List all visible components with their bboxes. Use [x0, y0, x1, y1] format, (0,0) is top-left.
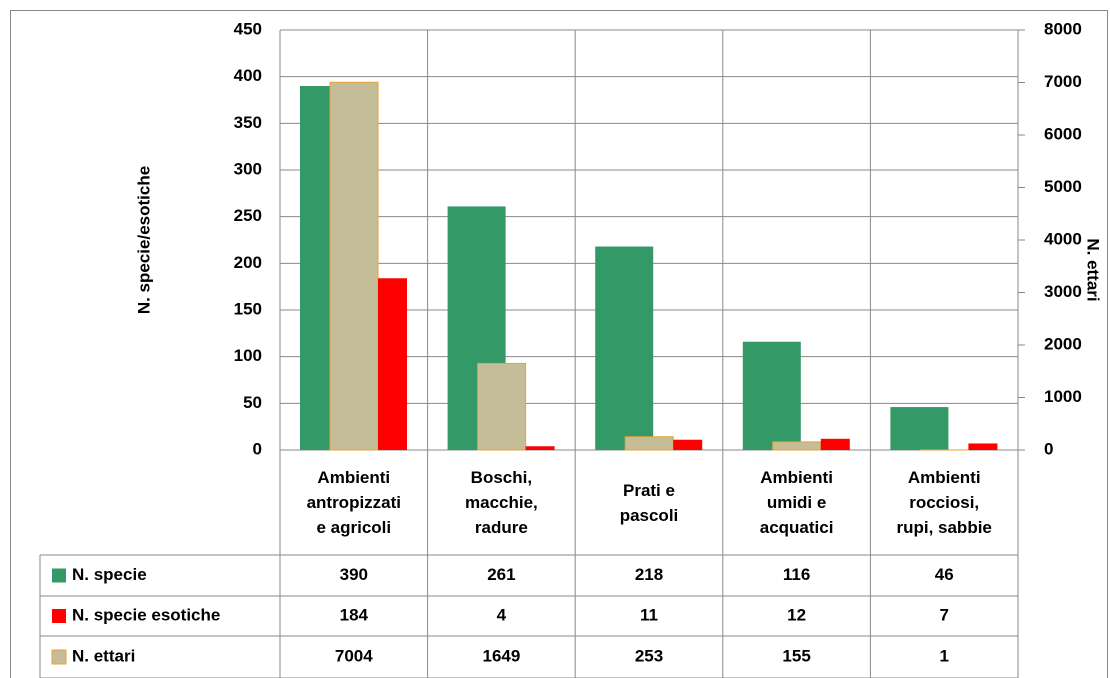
y2-tick-label: 2000 [1044, 334, 1082, 353]
table-value: 7 [939, 605, 948, 624]
y2-tick-label: 1000 [1044, 387, 1082, 406]
table-value: 116 [783, 565, 810, 584]
bar [673, 439, 703, 450]
y2-tick-label: 3000 [1044, 282, 1082, 301]
y-tick-label: 50 [243, 393, 262, 412]
table-value: 12 [787, 605, 806, 624]
bar [595, 246, 654, 450]
legend-swatch [52, 609, 66, 623]
y-tick-label: 0 [253, 439, 262, 458]
x-tick-label: Prati e pascoli [619, 480, 679, 525]
y2-tick-label: 6000 [1044, 124, 1082, 143]
legend-swatch [52, 568, 66, 583]
bar [525, 446, 555, 450]
y-tick-label: 350 [234, 113, 262, 132]
x-tick-label: Ambienti rocciosi, rupi, sabbie [896, 468, 992, 537]
y2-tick-label: 8000 [1044, 19, 1082, 38]
y2-tick-label: 5000 [1044, 177, 1082, 196]
bar [477, 362, 527, 451]
y-tick-label: 250 [234, 206, 262, 225]
y2-tick-label: 0 [1044, 439, 1053, 458]
bar [968, 443, 998, 450]
table-value: 155 [782, 646, 810, 665]
y-tick-label: 100 [234, 346, 262, 365]
legend-label: N. specie [72, 565, 147, 584]
bar [378, 278, 407, 450]
y2-tick-label: 7000 [1044, 72, 1082, 91]
y-tick-label: 200 [234, 253, 262, 272]
y2-tick-label: 4000 [1044, 229, 1082, 248]
x-tick-label: Ambienti umidi e acquatici [759, 468, 834, 537]
table-value: 253 [635, 646, 663, 665]
table-value: 218 [635, 565, 663, 584]
table-value: 1 [939, 646, 948, 665]
y-tick-label: 400 [234, 66, 262, 85]
bar [329, 81, 379, 451]
table-value: 4 [497, 605, 507, 624]
table-value: 261 [487, 565, 515, 584]
legend-label: N. ettari [72, 646, 135, 665]
bar [742, 341, 801, 450]
x-tick-label: Boschi, macchie, radure [465, 468, 538, 537]
bar [624, 436, 674, 451]
y2-axis-label: N. ettari [1084, 238, 1103, 301]
table-value: 390 [340, 565, 368, 584]
y-tick-label: 300 [234, 159, 262, 178]
y-tick-label: 150 [234, 299, 262, 318]
table-value: 11 [640, 605, 658, 624]
y-axis-label: N. specie/esotiche [134, 166, 153, 314]
table-value: 7004 [335, 646, 373, 665]
y-tick-label: 450 [234, 19, 262, 38]
table-value: 1649 [482, 646, 520, 665]
bar [890, 407, 949, 450]
table-value: 184 [340, 605, 369, 624]
bar [772, 441, 822, 451]
bar [820, 438, 850, 450]
legend-label: N. specie esotiche [72, 605, 220, 624]
table-value: 46 [935, 565, 954, 584]
x-tick-label: Ambienti antropizzati e agricoli [306, 468, 402, 537]
chart-border [10, 10, 1108, 678]
legend-swatch [51, 649, 67, 665]
